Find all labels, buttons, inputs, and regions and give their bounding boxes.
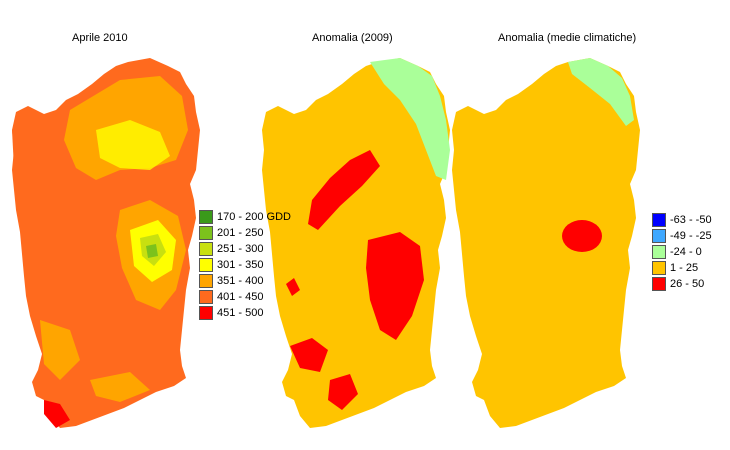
legend-label: -24 - 0 [670, 246, 702, 258]
legend-item: -24 - 0 [652, 244, 712, 260]
panel-title-anomaly-climate: Anomalia (medie climatiche) [498, 32, 637, 44]
legend-label: -49 - -25 [670, 230, 712, 242]
legend-swatch [199, 226, 213, 240]
panel-title-anomaly-2009: Anomalia (2009) [312, 32, 393, 44]
legend-gdd: 170 - 200 GDD 201 - 250 251 - 300 301 - … [199, 209, 291, 321]
legend-label: 170 - 200 GDD [217, 211, 291, 223]
legend-item: 201 - 250 [199, 225, 291, 241]
map-anomaly-2009 [262, 58, 450, 428]
legend-label: 26 - 50 [670, 278, 705, 290]
legend-item: 26 - 50 [652, 276, 712, 292]
legend-label: 301 - 350 [217, 259, 264, 271]
legend-item: -63 - -50 [652, 212, 712, 228]
legend-item: 401 - 450 [199, 289, 291, 305]
legend-label: 401 - 450 [217, 291, 264, 303]
legend-label: 201 - 250 [217, 227, 264, 239]
legend-swatch [199, 274, 213, 288]
legend-item: -49 - -25 [652, 228, 712, 244]
legend-swatch [652, 229, 666, 243]
legend-swatch [652, 213, 666, 227]
legend-item: 451 - 500 [199, 305, 291, 321]
legend-label: 1 - 25 [670, 262, 699, 274]
legend-item: 251 - 300 [199, 241, 291, 257]
legend-swatch [199, 210, 213, 224]
legend-label: -63 - -50 [670, 214, 712, 226]
legend-label: 251 - 300 [217, 243, 264, 255]
legend-swatch [652, 277, 666, 291]
legend-item: 301 - 350 [199, 257, 291, 273]
legend-anomaly: -63 - -50 -49 - -25 -24 - 0 1 - 25 26 - … [652, 212, 712, 292]
legend-label: 351 - 400 [217, 275, 264, 287]
legend-swatch [199, 242, 213, 256]
legend-swatch [199, 290, 213, 304]
legend-swatch [652, 245, 666, 259]
legend-swatch [199, 258, 213, 272]
map-april-2010 [12, 58, 200, 428]
legend-label: 451 - 500 [217, 307, 264, 319]
legend-swatch [199, 306, 213, 320]
legend-swatch [652, 261, 666, 275]
panel-title-april-2010: Aprile 2010 [72, 32, 128, 44]
legend-item: 170 - 200 GDD [199, 209, 291, 225]
map-anomaly-climate [452, 58, 640, 428]
legend-item: 1 - 25 [652, 260, 712, 276]
legend-item: 351 - 400 [199, 273, 291, 289]
